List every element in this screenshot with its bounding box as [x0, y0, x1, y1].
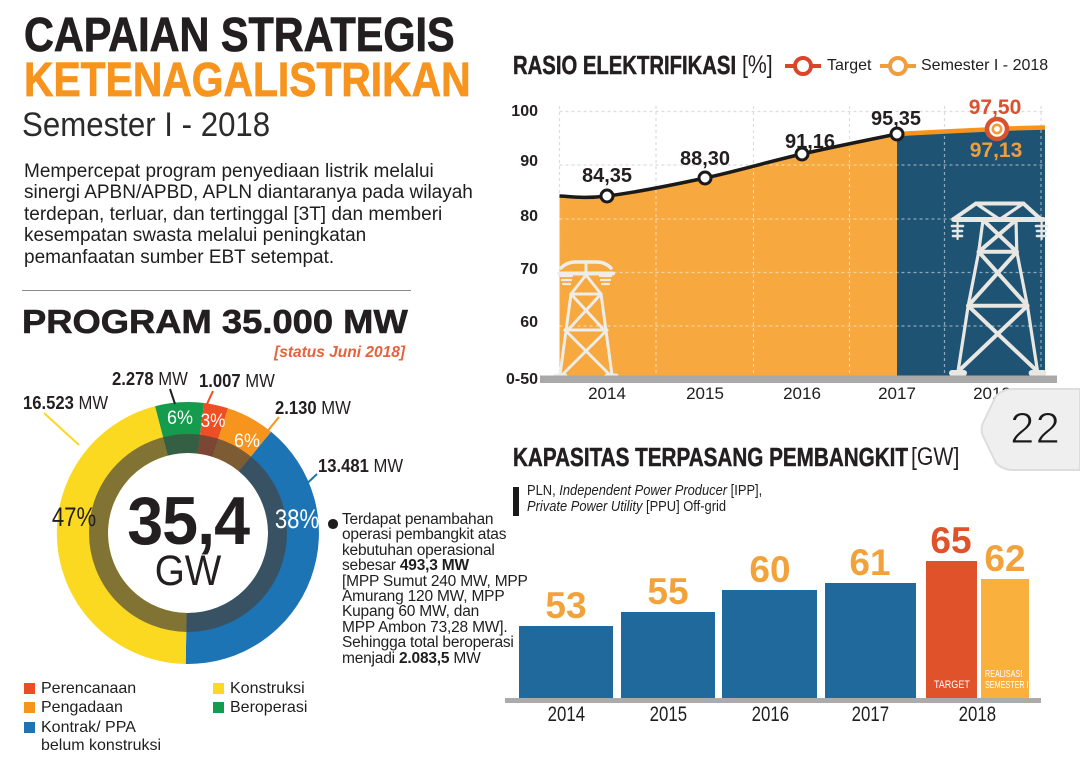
svg-text:3%: 3% [201, 409, 226, 431]
svg-text:6%: 6% [167, 406, 193, 428]
svg-text:6%: 6% [234, 429, 260, 451]
svg-text:38%: 38% [275, 505, 319, 535]
svg-text:47%: 47% [52, 503, 96, 533]
